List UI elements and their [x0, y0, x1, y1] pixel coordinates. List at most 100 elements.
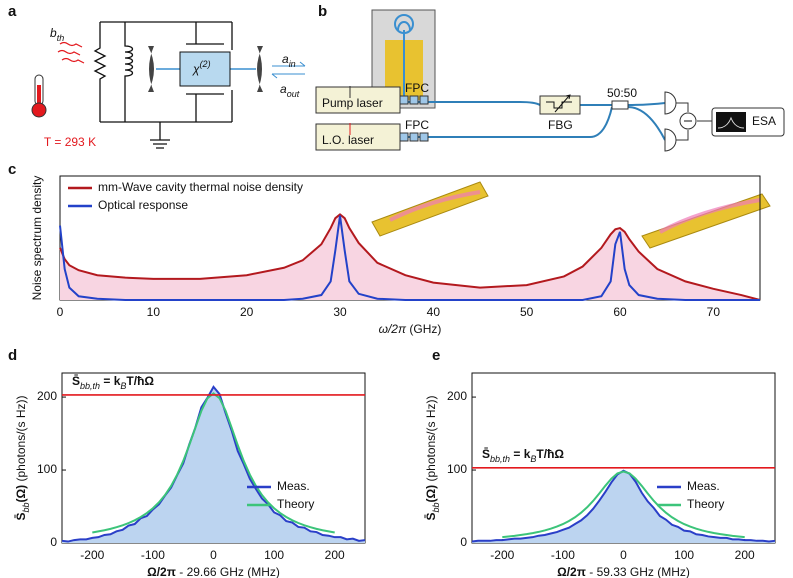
text-segment: a — [282, 52, 289, 66]
splitter-label: 50:50 — [607, 86, 637, 100]
chi2-label: χ(2) — [192, 59, 211, 76]
pump-laser — [315, 86, 401, 114]
y-axis-label: Noise spectrum density — [30, 176, 44, 301]
area — [60, 214, 760, 300]
text-segment: (GHz) — [406, 322, 441, 336]
detector — [664, 91, 677, 152]
panel-label: c — [8, 161, 16, 178]
thermal-arrows — [57, 41, 85, 64]
mirror — [148, 46, 154, 92]
x-tick-label: 20 — [240, 305, 254, 319]
x-tick-label: 100 — [264, 548, 284, 562]
lo-laser — [315, 123, 401, 151]
fpc-label: FPC — [405, 118, 429, 132]
resonator — [397, 21, 411, 100]
legend-label: mm-Wave cavity thermal noise density — [98, 180, 303, 194]
text-segment: = k — [510, 447, 531, 461]
x-tick-label: 0 — [620, 548, 627, 562]
x-axis-label: Ω/2π - 29.66 GHz (MHz) — [147, 565, 280, 578]
esa-screen — [716, 112, 746, 132]
x-tick-label: 10 — [147, 305, 161, 319]
y-tick-label: 100 — [447, 462, 467, 476]
series-line — [59, 215, 760, 301]
setup: Pump laser L.O. laser FPC FPC FBG 50:50 … — [315, 9, 785, 152]
x-tick-label: -100 — [551, 548, 575, 562]
x-axis-label: ω/2π (GHz) — [379, 322, 442, 336]
x-axis-label: Ω/2π - 59.33 GHz (MHz) — [557, 565, 690, 578]
y-tick-label: 200 — [37, 389, 57, 403]
esa-trace — [717, 116, 745, 129]
area — [62, 386, 365, 543]
x-tick-label: 50 — [520, 305, 534, 319]
text-segment: (Ω) — [14, 485, 28, 503]
legend-label: Optical response — [98, 198, 188, 212]
input-label: ain — [282, 52, 296, 69]
text-segment: bb — [431, 502, 441, 512]
text-segment: = k — [100, 374, 121, 388]
legend-label: Meas. — [277, 479, 310, 493]
text-segment: Ω/2π — [147, 565, 176, 578]
io-arrows — [271, 61, 306, 79]
panel-label: d — [8, 347, 17, 364]
text-segment: - 29.66 GHz (MHz) — [176, 565, 280, 578]
text-segment: bb,th — [80, 381, 100, 391]
text-segment: χ — [192, 62, 200, 76]
text-segment: S̄ — [424, 512, 438, 520]
text-segment: out — [287, 89, 300, 99]
series-line — [502, 470, 745, 539]
x-tick-label: 30 — [333, 305, 347, 319]
chi2-crystal — [179, 51, 231, 87]
ground — [150, 122, 170, 149]
output-label: aout — [280, 82, 300, 99]
text-segment: Ω/2π — [557, 565, 586, 578]
y-axis-label: S̄bb(Ω) (photons/(s Hz)) — [424, 395, 441, 520]
wire — [676, 102, 712, 141]
esa-label: ESA — [752, 114, 776, 128]
text-segment: T/ħΩ — [536, 447, 564, 461]
text-segment: th — [57, 33, 65, 43]
legend-label: Theory — [687, 497, 724, 511]
y-tick-label: 0 — [460, 535, 467, 549]
x-tick-label: 40 — [427, 305, 441, 319]
x-tick-label: 0 — [210, 548, 217, 562]
wire — [100, 21, 233, 123]
x-tick-label: -200 — [80, 548, 104, 562]
series-line — [92, 392, 335, 534]
fpc-paddles — [399, 95, 429, 142]
fbg — [539, 95, 581, 115]
legend-label: Theory — [277, 497, 314, 511]
fbg-symbol — [546, 94, 572, 113]
temperature: T = 293 K — [44, 135, 96, 149]
text-segment: (2) — [200, 59, 211, 69]
text-segment: B — [530, 454, 536, 464]
lo-label: L.O. laser — [322, 133, 374, 147]
inductor — [124, 22, 134, 122]
x-tick-label: 60 — [613, 305, 627, 319]
fpc-label: FPC — [405, 81, 429, 95]
text-segment: S̄ — [14, 512, 28, 520]
circuit — [93, 21, 233, 149]
resistor — [93, 22, 107, 122]
capacitor — [186, 22, 224, 122]
y-tick-label: 0 — [50, 535, 57, 549]
fiber — [400, 101, 666, 141]
text-segment: b — [50, 26, 57, 40]
splitter — [611, 100, 629, 110]
text-segment: B — [120, 381, 126, 391]
text-segment: Noise spectrum density — [30, 176, 44, 301]
bath-label: bth — [50, 26, 64, 43]
text-segment: (photons/(s Hz)) — [14, 395, 28, 484]
y-axis-label: S̄bb(Ω) (photons/(s Hz)) — [14, 395, 31, 520]
text-segment: ω/2π — [379, 322, 407, 336]
panel-label: b — [318, 3, 327, 20]
x-tick-label: -200 — [490, 548, 514, 562]
legend-label: Meas. — [687, 479, 720, 493]
annotation: S̄bb,th = kBT/ħΩ — [482, 447, 564, 464]
text-segment: in — [289, 59, 296, 69]
text-segment: (Ω) — [424, 485, 438, 503]
y-tick-label: 100 — [37, 462, 57, 476]
y-tick-label: 200 — [447, 389, 467, 403]
text-segment: T/ħΩ — [126, 374, 154, 388]
series-line — [59, 213, 761, 301]
